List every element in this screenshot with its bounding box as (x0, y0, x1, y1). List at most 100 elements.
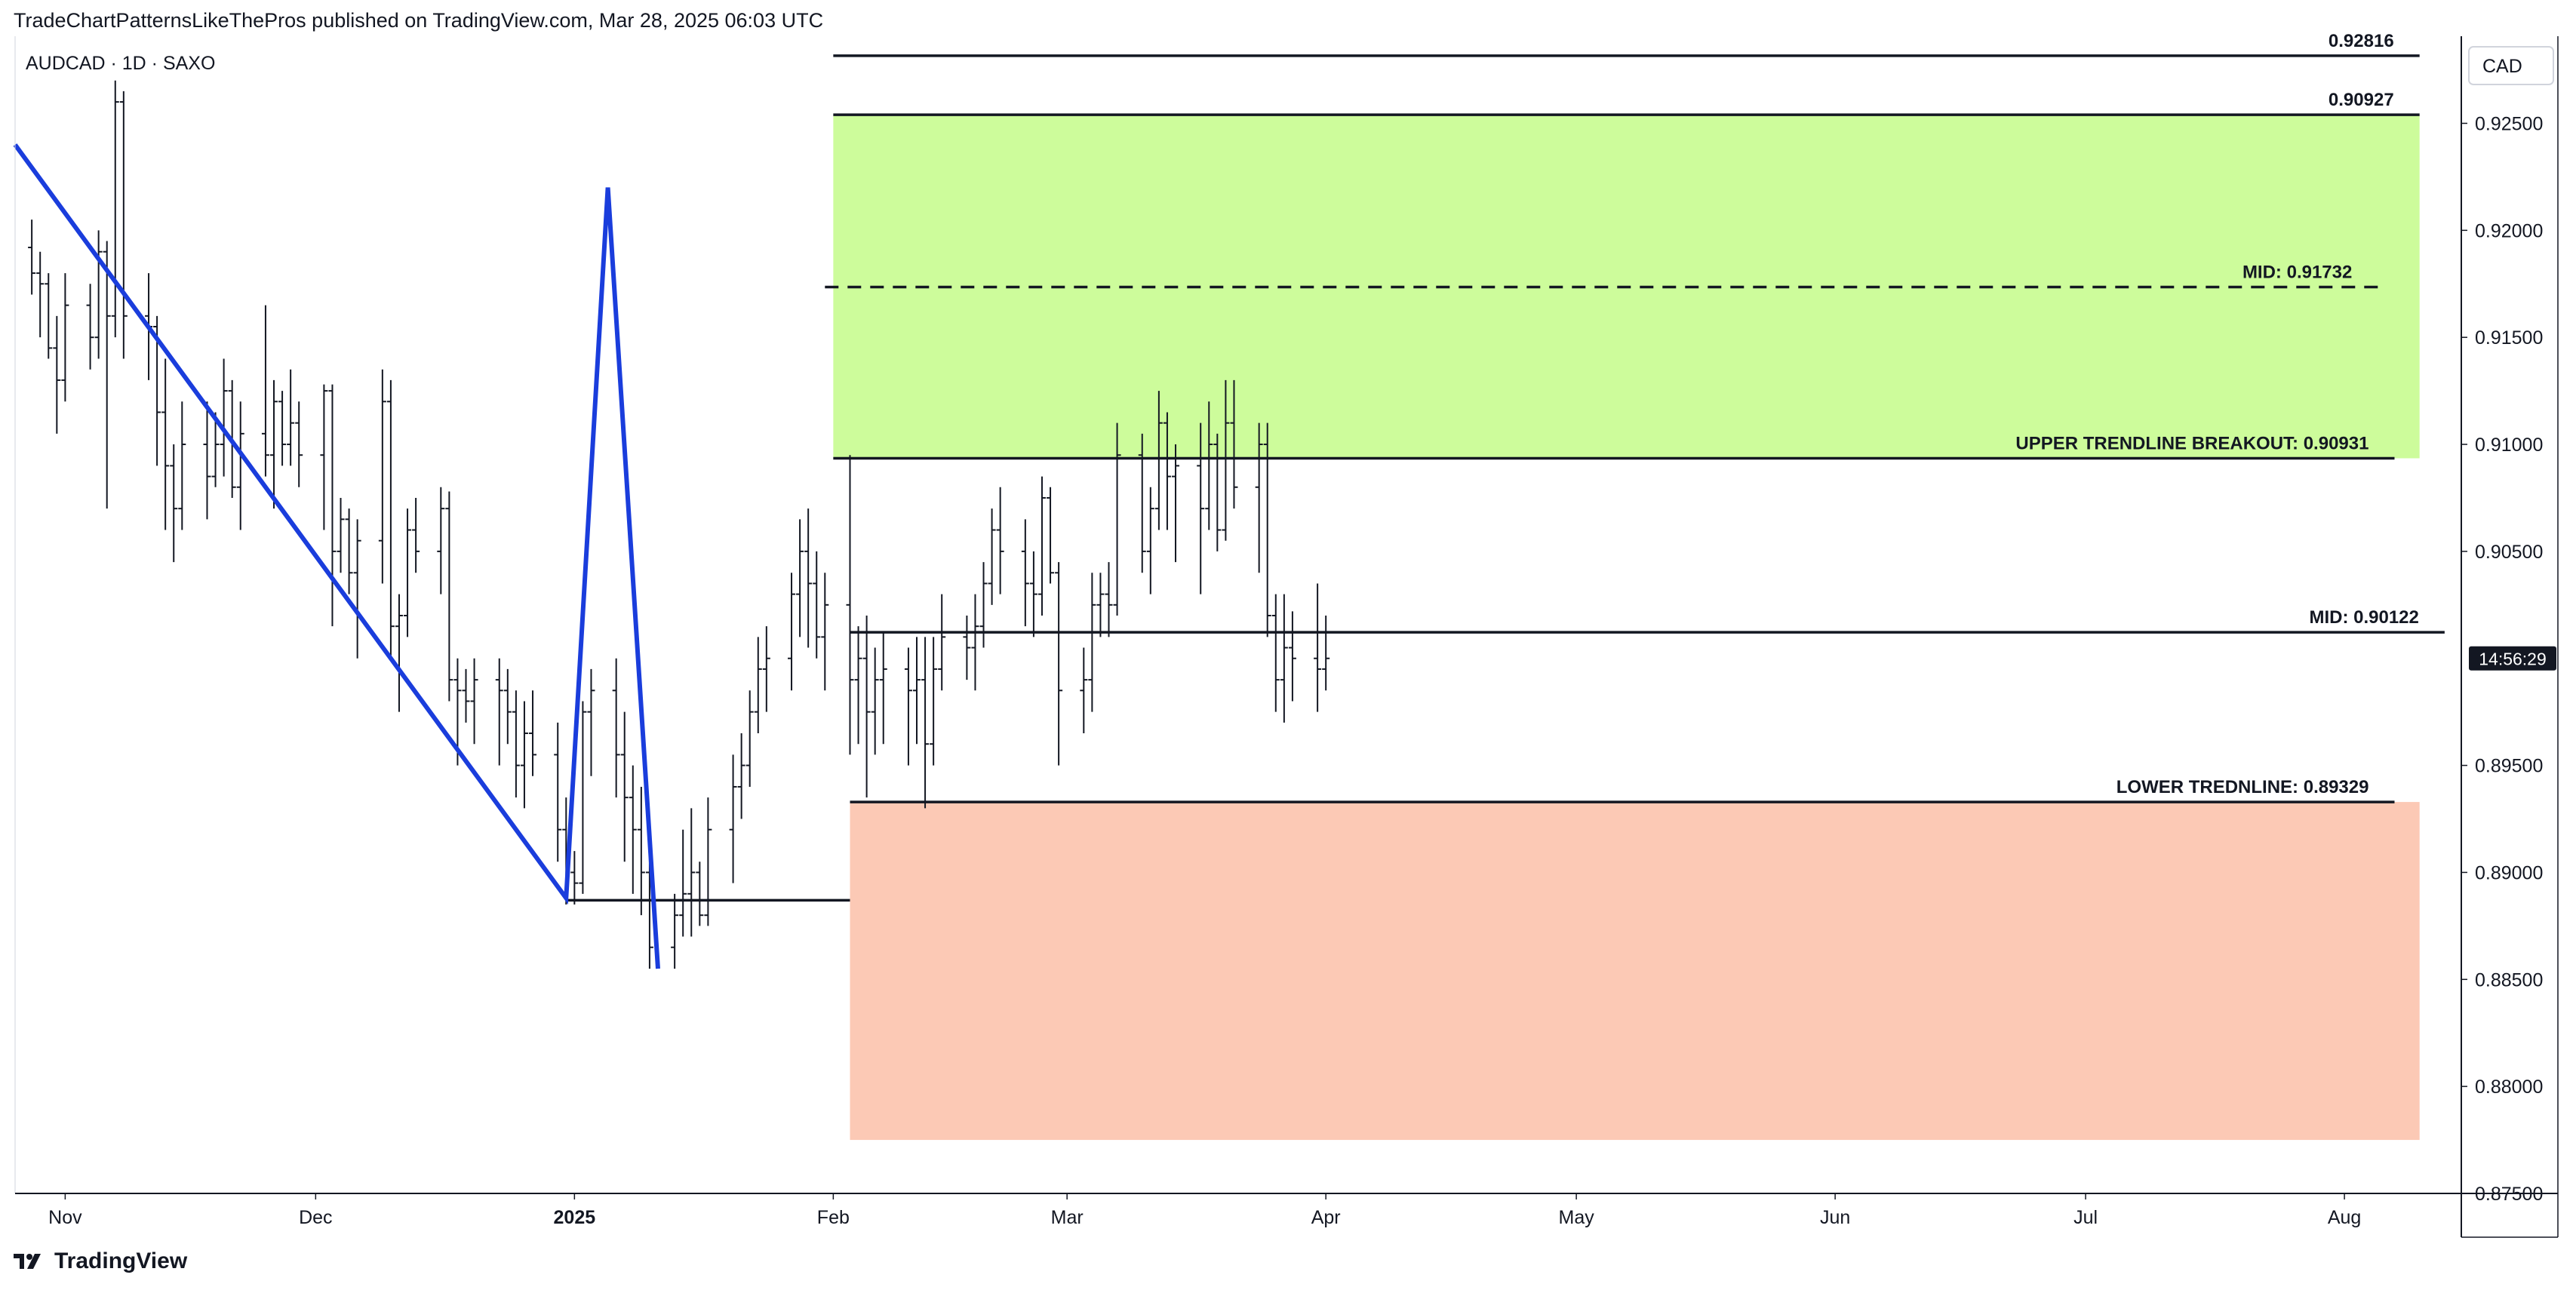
ohlc-bar (971, 594, 979, 691)
level-label: UPPER TRENDLINE BREAKOUT: 0.90931 (2015, 433, 2369, 453)
ohlc-bar (679, 829, 687, 937)
ohlc-bar (119, 91, 128, 359)
ohlc-bar (295, 401, 303, 487)
ohlc-bar (620, 711, 629, 862)
ohlc-bar (103, 241, 111, 509)
symbol-label[interactable]: AUDCAD · 1D · SAXO (26, 53, 215, 74)
ohlc-bar (821, 573, 829, 691)
ohlc-bar (1222, 379, 1230, 541)
ohlc-bar (445, 491, 453, 702)
ohlc-bar (671, 893, 679, 969)
ohlc-bar (404, 508, 412, 637)
ohlc-bar (512, 690, 520, 798)
ohlc-bar (61, 273, 69, 402)
level-label: MID: 0.90122 (2309, 607, 2418, 628)
ohlc-bar (587, 668, 595, 776)
ohlc-bar (287, 369, 295, 466)
ohlc-bar (94, 230, 103, 359)
ohlc-bar (320, 384, 328, 530)
ohlc-bar (921, 637, 930, 809)
ohlc-bar (612, 658, 620, 798)
ohlc-bar (503, 668, 512, 745)
level-label: 0.92816 (2329, 31, 2394, 51)
ohlc-bar (1080, 647, 1088, 734)
ohlc-bar (696, 862, 704, 926)
ohlc-bar (846, 455, 854, 755)
ohlc-bar (520, 701, 528, 809)
time-badge-label: 14:56:29 (2479, 650, 2547, 669)
ohlc-bar (579, 701, 587, 894)
ohlc-bar (1263, 422, 1271, 637)
publish-info: TradeChartPatternsLikeThePros published … (14, 9, 824, 32)
x-tick-label: Nov (48, 1207, 82, 1228)
y-tick-label: 0.88000 (2475, 1077, 2543, 1098)
ohlc-bar (470, 658, 478, 745)
axes-layer: CAD 0.92500 0.92000 0.91500 0.91000 0.90500 0.… (14, 36, 2559, 1238)
ohlc-bar (1205, 401, 1213, 530)
ohlc-bar (1255, 422, 1263, 573)
x-tick-label: Jul (2073, 1207, 2098, 1228)
ohlc-bar (462, 668, 470, 723)
levels-layer: 0.92816 0.90927 MID: 0.91732 UPPER TRENDLIN… (566, 31, 2445, 902)
ohlc-bar (745, 690, 754, 787)
ohlc-bar (687, 808, 696, 937)
y-tick-label: 0.91500 (2475, 327, 2543, 349)
ohlc-bar (1154, 391, 1163, 530)
ohlc-bar (395, 594, 403, 712)
ohlc-bar (495, 658, 503, 766)
ohlc-bar (53, 315, 61, 434)
ohlc-bar (45, 273, 53, 359)
ohlc-bar (178, 401, 186, 530)
ohlc-bar (762, 626, 770, 712)
x-tick-label: Feb (817, 1207, 850, 1228)
ohlc-bar (804, 508, 813, 648)
ohlc-bar (938, 594, 946, 691)
ohlc-bar (963, 616, 971, 680)
ohlc-bar (637, 786, 645, 916)
ohlc-bar (1197, 422, 1205, 594)
ohlc-bar (278, 391, 287, 466)
ohlc-bar (979, 562, 988, 648)
y-tick-label: 0.89500 (2475, 756, 2543, 777)
ohlc-bar (270, 379, 278, 509)
ohlc-bar (1138, 433, 1146, 573)
ohlc-bar (871, 647, 879, 755)
tradingview-logo-icon (14, 1254, 41, 1269)
ohlc-bar (170, 444, 178, 563)
ohlc-bar (353, 519, 361, 659)
ohlc-bar (754, 637, 762, 734)
time-badge (2469, 646, 2556, 671)
ohlc-bar (737, 733, 745, 819)
ohlc-bar (1037, 476, 1046, 616)
ohlc-bar (788, 573, 796, 691)
ohlc-bar (529, 690, 537, 776)
x-tick-label: Jun (1820, 1207, 1850, 1228)
ohlc-bar (704, 797, 712, 926)
ohlc-bar (28, 220, 36, 295)
ohlc-bar (1322, 616, 1330, 691)
tradingview-brand[interactable]: TradingView (14, 1249, 187, 1274)
ohlc-bar (220, 358, 228, 477)
ohlc-bar (988, 508, 996, 605)
ohlc-bar (1288, 611, 1296, 702)
ohlc-bar (1047, 487, 1055, 584)
ohlc-bar (854, 626, 862, 745)
ohlc-bar (1172, 444, 1180, 563)
x-tick-label: Mar (1051, 1207, 1084, 1228)
ohlc-bar (1088, 573, 1096, 712)
ohlc-bar (203, 401, 211, 520)
currency-box[interactable] (2468, 46, 2554, 85)
ohlc-bar (328, 384, 337, 627)
ohlc-bars-layer (28, 80, 1330, 969)
trendline-layer (13, 143, 660, 969)
y-tick-label: 0.91000 (2475, 435, 2543, 456)
ohlc-bar (879, 632, 887, 745)
x-tick-label: Aug (2328, 1207, 2361, 1228)
ohlc-bar (378, 369, 386, 584)
blue-trendline[interactable] (13, 143, 660, 969)
ohlc-bar (437, 487, 445, 594)
level-label: MID: 0.91732 (2242, 263, 2352, 283)
tradingview-brand-label: TradingView (54, 1249, 188, 1273)
x-tick-label: Apr (1311, 1207, 1341, 1228)
